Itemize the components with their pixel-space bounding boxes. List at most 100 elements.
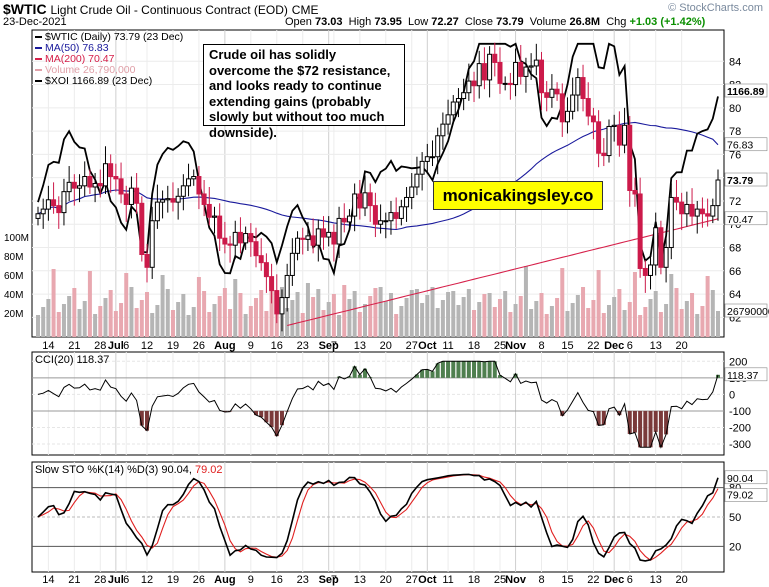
x-tick-label: 22 (587, 340, 599, 352)
price-candle (481, 63, 487, 81)
price-candle (118, 178, 124, 195)
price-candle (502, 82, 508, 85)
volume-bar (222, 288, 227, 337)
volume-bar (632, 272, 637, 337)
volume-bar (482, 294, 487, 337)
volume-bar (466, 289, 471, 337)
volume-bar (217, 296, 222, 337)
x-tick-label: 6 (123, 340, 129, 352)
high-value: 73.95 (374, 16, 402, 28)
volume-bar (202, 291, 207, 337)
volume-axis-label: 60M (4, 271, 23, 282)
x-tick-label: 16 (271, 574, 283, 586)
volume-bar (300, 313, 305, 337)
cci-label: CCI(20) 118.37 (35, 354, 109, 366)
volume-badge-bg (724, 303, 768, 318)
price-candle (295, 237, 301, 254)
volume-bar (170, 310, 175, 337)
y-tick-label: 84 (729, 56, 741, 68)
price-candle (372, 205, 378, 225)
xoi-badge: 1166.89 (727, 86, 765, 98)
x-tick-label: 12 (141, 340, 153, 352)
volume-bar (695, 314, 700, 337)
x-tick-label: 6 (627, 574, 633, 586)
close-badge: 73.79 (727, 175, 753, 187)
x-tick-label: 25 (494, 340, 506, 352)
price-candle (554, 88, 560, 95)
volume-bar (228, 309, 233, 337)
price-candle (56, 205, 62, 214)
price-candle (658, 227, 664, 268)
x-tick-label: 20 (676, 340, 688, 352)
price-candle (362, 192, 368, 209)
price-candle (227, 243, 233, 246)
volume-bar (134, 308, 139, 337)
volume-bar (248, 306, 253, 337)
x-tick-label: 9 (248, 574, 254, 586)
price-candle (507, 82, 513, 86)
volume-bar (67, 296, 72, 337)
price-candle (352, 193, 358, 217)
price-candle (528, 65, 534, 68)
instrument-name: Light Crude Oil - Continuous Contract (E… (50, 3, 288, 17)
cci-badge: 118.37 (727, 370, 758, 382)
xoi-badge-bg (724, 83, 768, 98)
volume-bar (575, 295, 580, 337)
price-candle (346, 215, 352, 223)
price-candle (523, 66, 529, 77)
price-candle (160, 199, 166, 203)
price-candle (606, 125, 612, 157)
y-tick-label: 66 (729, 266, 741, 278)
volume-bar (669, 274, 674, 337)
volume-bar (311, 297, 316, 337)
price-candle (601, 152, 607, 157)
price-candle (497, 61, 503, 84)
x-tick-label: 7 (331, 340, 337, 352)
price-candle (170, 198, 176, 203)
ma200-line (287, 218, 719, 327)
price-candle (445, 114, 451, 125)
volume-bar (259, 290, 264, 337)
volume-bar (103, 298, 108, 337)
x-tick-label: 16 (271, 340, 283, 352)
close-label: Close (464, 16, 494, 28)
price-candle (414, 173, 420, 188)
price-candle (668, 196, 674, 249)
price-candle (243, 233, 249, 244)
price-candle (679, 201, 685, 215)
volume-bar (477, 302, 482, 337)
watermark-box: monicakingsley.co (433, 181, 603, 210)
volume-bar (425, 295, 430, 337)
ohlc-readout: Open 73.03 High 73.95 Low 72.27 Close 73… (285, 16, 705, 28)
price-candle (66, 181, 72, 193)
price-candle (253, 241, 259, 257)
x-tick-label: 6 (123, 574, 129, 586)
volume-bar (586, 308, 591, 337)
price-candle (336, 217, 342, 245)
price-candle (232, 231, 238, 246)
volume-bar (98, 306, 103, 337)
sto-d-badge-bg (724, 488, 768, 502)
price-candle (248, 233, 254, 243)
price-candle (102, 163, 108, 187)
price-candle (637, 193, 643, 269)
volume-bar (165, 289, 170, 337)
volume-bar (337, 315, 342, 337)
price-candle (139, 202, 145, 256)
volume-bar (347, 299, 352, 337)
price-candle (575, 77, 581, 96)
volume-bar (51, 269, 56, 337)
volume-bar (710, 290, 715, 337)
volume-bar (565, 311, 570, 337)
volume-bar (150, 313, 155, 337)
chart-header: $WTIC Light Crude Oil - Continuous Contr… (0, 0, 769, 30)
price-candle (549, 88, 555, 98)
volume-bar (451, 291, 456, 337)
price-candle (284, 274, 290, 299)
volume-bar (596, 270, 601, 337)
x-tick-label: 11 (442, 340, 453, 352)
price-candle (564, 110, 570, 123)
x-tick-label: 6 (627, 340, 633, 352)
volume-bar (383, 301, 388, 337)
volume-bar (378, 287, 383, 337)
